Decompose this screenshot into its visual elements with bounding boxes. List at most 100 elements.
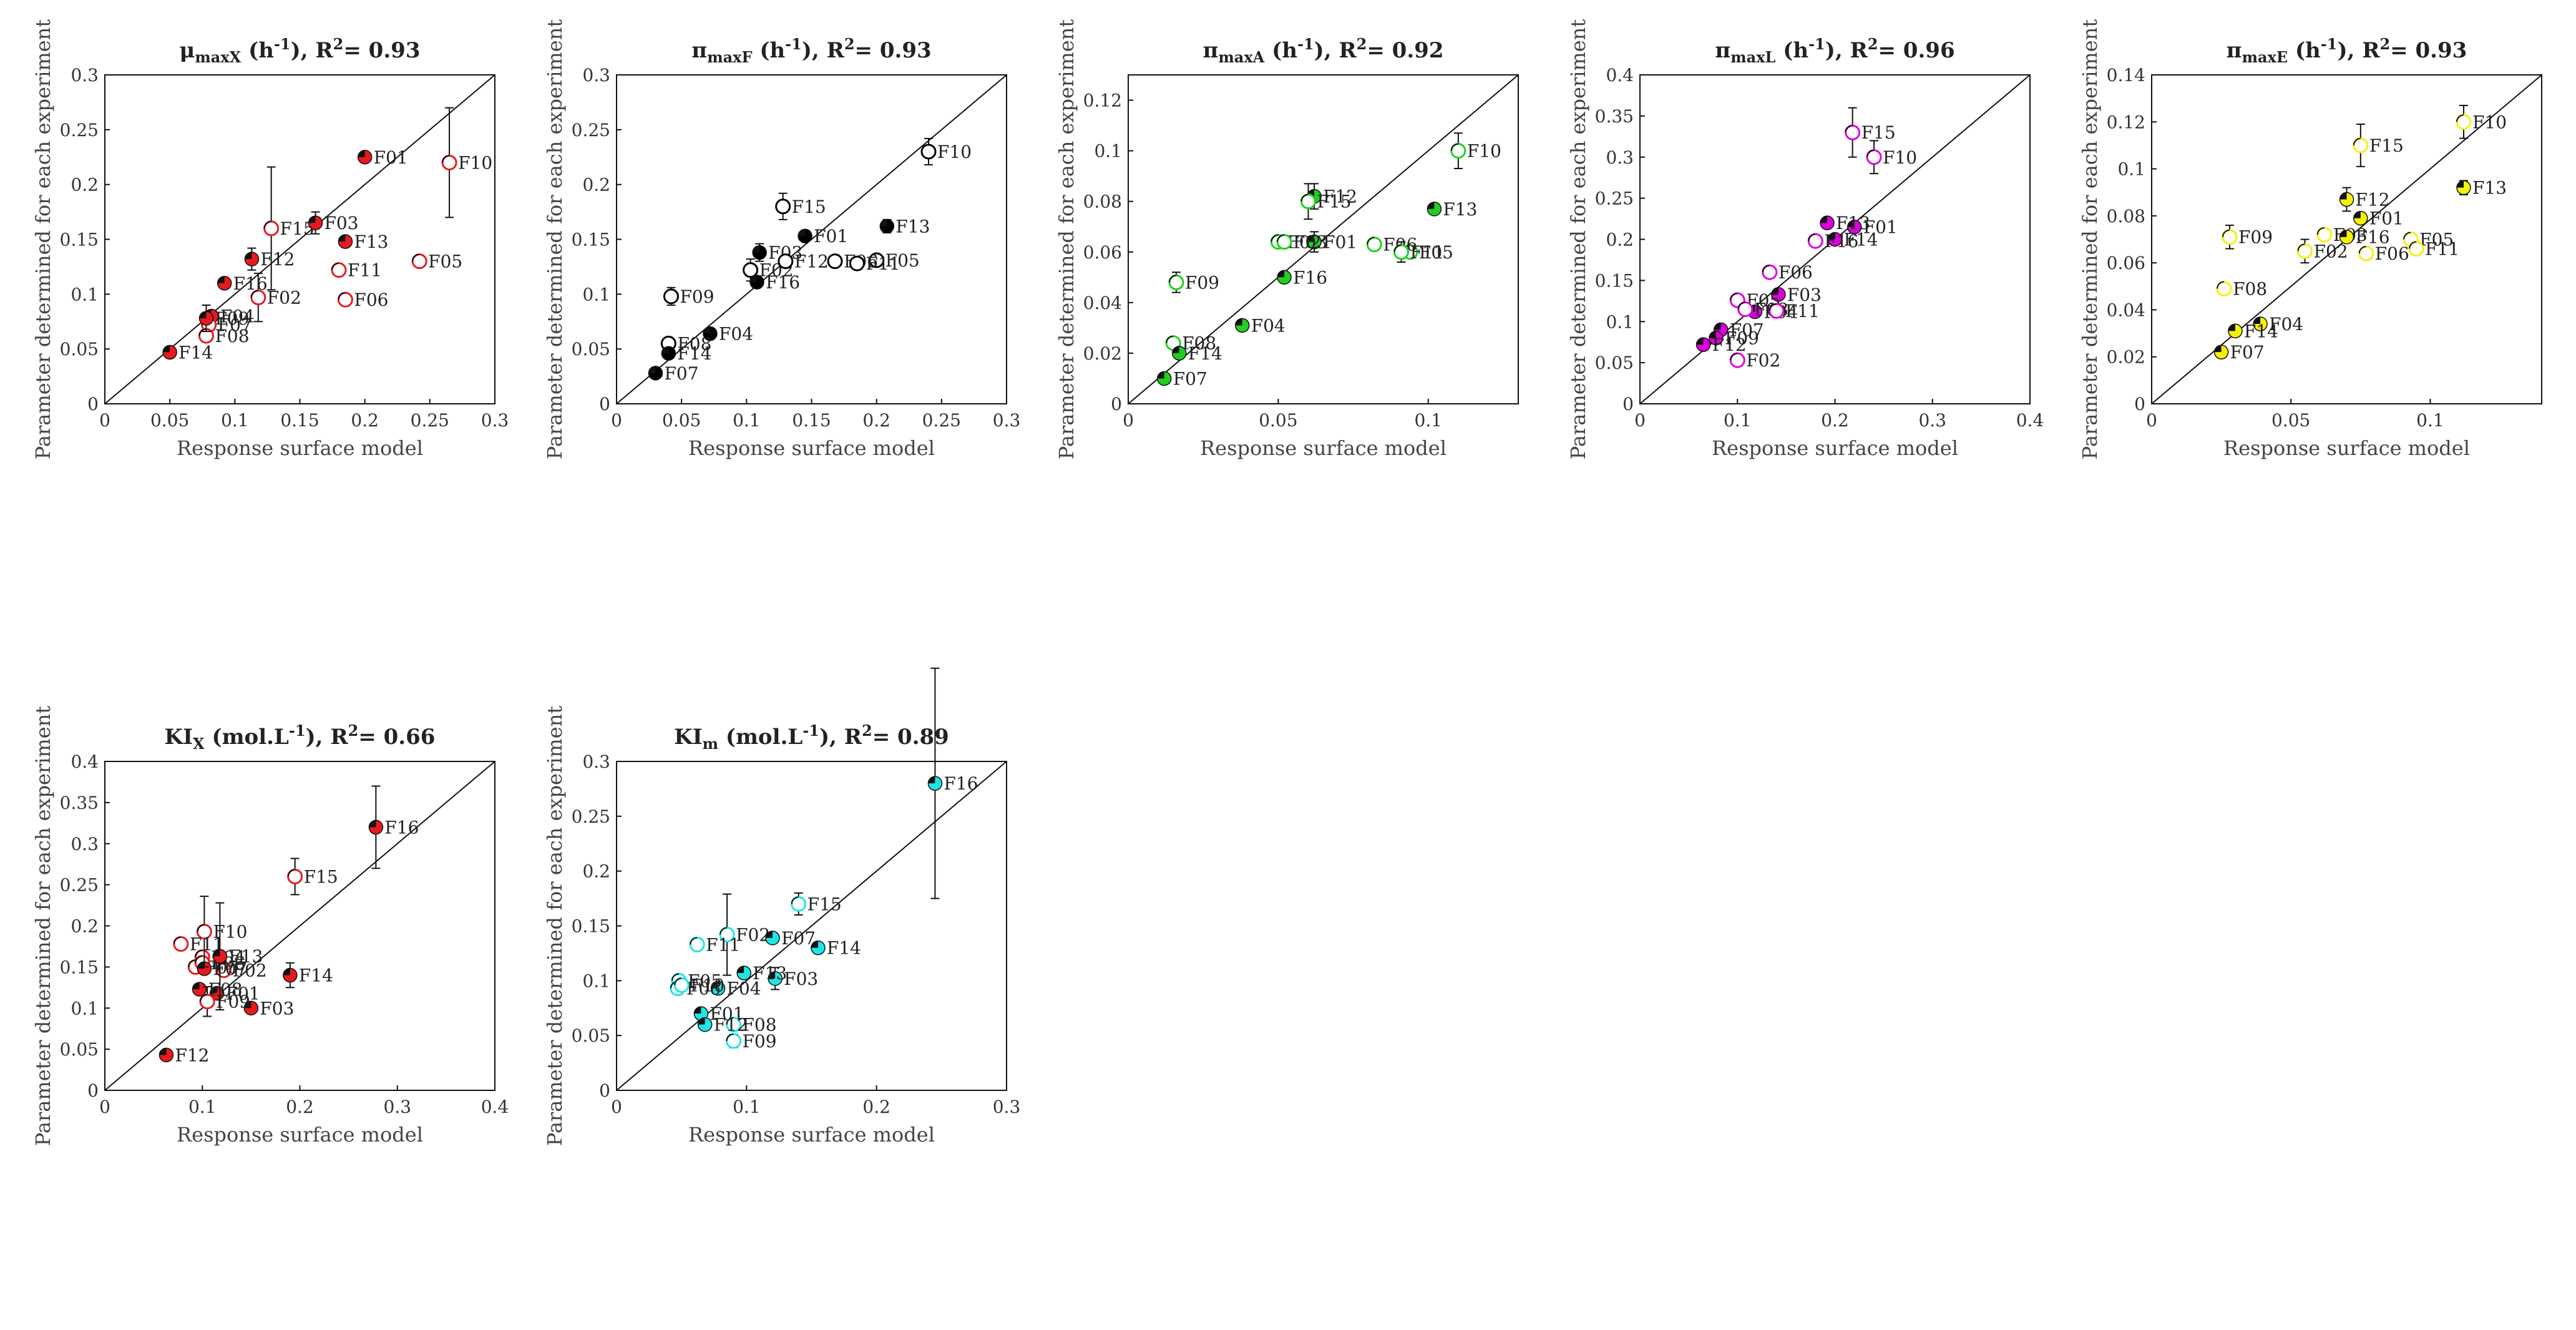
x-tick-label: 0.05: [1259, 410, 1297, 431]
y-tick-label: 0.3: [1606, 147, 1634, 168]
marker-detail: [1393, 244, 1402, 252]
data-point-f01: F01: [798, 226, 848, 247]
y-tick-label: 0.15: [60, 230, 99, 250]
point-label: F13: [895, 216, 930, 237]
y-tick-label: 0: [1622, 394, 1634, 414]
marker-detail: [2353, 137, 2361, 146]
point-label: F13: [1443, 199, 1477, 220]
marker-detail: [2339, 230, 2347, 237]
y-tick-label: 0.08: [2107, 206, 2145, 227]
x-tick-label: 0.1: [1415, 410, 1443, 431]
marker-detail: [798, 229, 806, 237]
y-tick-label: 0.1: [71, 284, 99, 305]
y-axis-label: Parameter determined for each experiment: [31, 706, 55, 1147]
data-point-f08: F08: [192, 979, 243, 1000]
marker-detail: [188, 959, 196, 967]
marker-detail: [1450, 143, 1458, 151]
y-tick-label: 0.2: [71, 175, 99, 195]
data-point-f15: F15: [287, 858, 338, 896]
marker-detail: [2297, 243, 2305, 252]
y-tick-label: 0.15: [60, 957, 99, 977]
point-label: F09: [2238, 227, 2273, 248]
marker-detail: [245, 252, 252, 260]
point-label: F16: [384, 817, 419, 838]
marker-detail: [811, 941, 818, 948]
y-tick-label: 0.1: [71, 998, 99, 1019]
point-label: F15: [1861, 122, 1896, 143]
point-label: F06: [354, 290, 388, 310]
x-tick-label: 0.2: [286, 1097, 314, 1117]
y-tick-label: 0.12: [1083, 90, 1122, 111]
data-point-f16: F16: [1277, 267, 1327, 288]
x-tick-label: 0.1: [188, 1097, 217, 1117]
y-tick-label: 0.06: [1083, 242, 1122, 263]
chart-title: μmaxX (h-1), R2= 0.93: [180, 35, 421, 66]
data-point-f03: F03: [752, 243, 803, 263]
marker-detail: [711, 981, 718, 989]
x-axis-label: Response surface model: [177, 1123, 423, 1147]
data-point-f12: F12: [1695, 335, 1747, 355]
point-label: F01: [226, 984, 260, 1004]
data-point-f15: F15: [791, 892, 842, 916]
point-label: F01: [2369, 208, 2404, 229]
marker-detail: [2353, 211, 2361, 218]
data-point-f04: F04: [703, 324, 753, 345]
marker-detail: [648, 366, 656, 373]
y-tick-label: 0.05: [60, 1039, 99, 1060]
marker-detail: [216, 962, 224, 971]
x-tick-label: 0.3: [993, 410, 1021, 431]
data-point-f09: F09: [726, 1031, 777, 1052]
marker-detail: [244, 1001, 251, 1009]
x-tick-label: 0.15: [280, 410, 319, 431]
y-tick-label: 0.15: [572, 230, 610, 250]
marker-detail: [2403, 232, 2411, 240]
data-point-f12: F12: [778, 252, 829, 272]
x-axis-label: Response surface model: [1712, 436, 1958, 460]
y-tick-label: 0.3: [71, 65, 99, 86]
marker-detail: [674, 977, 682, 985]
marker-detail: [1762, 265, 1770, 273]
marker-detail: [694, 1007, 701, 1014]
point-label: F07: [2230, 342, 2265, 363]
data-point-f16: F16: [927, 667, 978, 899]
marker-detail: [1235, 318, 1242, 326]
data-point-f13: F13: [2456, 178, 2507, 198]
data-point-f15: F15: [2353, 124, 2404, 167]
marker-detail: [768, 971, 776, 979]
x-tick-label: 0.1: [733, 410, 761, 431]
chart-title: πmaxL (h-1), R2= 0.96: [1715, 35, 1954, 66]
marker-detail: [775, 198, 783, 207]
marker-detail: [2409, 241, 2417, 249]
marker-detail: [737, 966, 744, 974]
y-tick-label: 0.4: [71, 751, 99, 772]
point-label: F14: [1188, 343, 1222, 364]
data-point-f14: F14: [1171, 343, 1222, 364]
point-label: F03: [1787, 285, 1822, 305]
point-label: F16: [1824, 231, 1858, 252]
data-point-f03: F03: [1276, 232, 1327, 253]
marker-detail: [1709, 331, 1716, 338]
point-label: F14: [2244, 321, 2278, 341]
data-point-f02: F02: [216, 961, 267, 981]
marker-detail: [1845, 125, 1853, 133]
data-point-f04: F04: [1234, 315, 1286, 336]
marker-detail: [703, 326, 710, 334]
point-label: F15: [280, 218, 315, 239]
point-label: F11: [1410, 242, 1445, 263]
data-point-f05: F05: [869, 250, 920, 271]
point-label: F10: [690, 975, 724, 995]
point-label: F01: [374, 147, 408, 168]
marker-detail: [1277, 234, 1285, 242]
x-tick-label: 0: [1123, 410, 1134, 431]
point-label: F06: [686, 979, 721, 999]
x-tick-label: 0.2: [351, 410, 379, 431]
data-point-f14: F14: [283, 962, 333, 989]
point-label: F11: [2425, 239, 2459, 260]
y-tick-label: 0.04: [1083, 293, 1122, 313]
data-point-f15: F15: [1845, 107, 1896, 158]
marker-detail: [1714, 323, 1721, 330]
y-tick-label: 0.25: [572, 120, 610, 140]
marker-detail: [1157, 371, 1164, 379]
point-label: F08: [2233, 279, 2267, 300]
marker-detail: [2217, 281, 2225, 289]
